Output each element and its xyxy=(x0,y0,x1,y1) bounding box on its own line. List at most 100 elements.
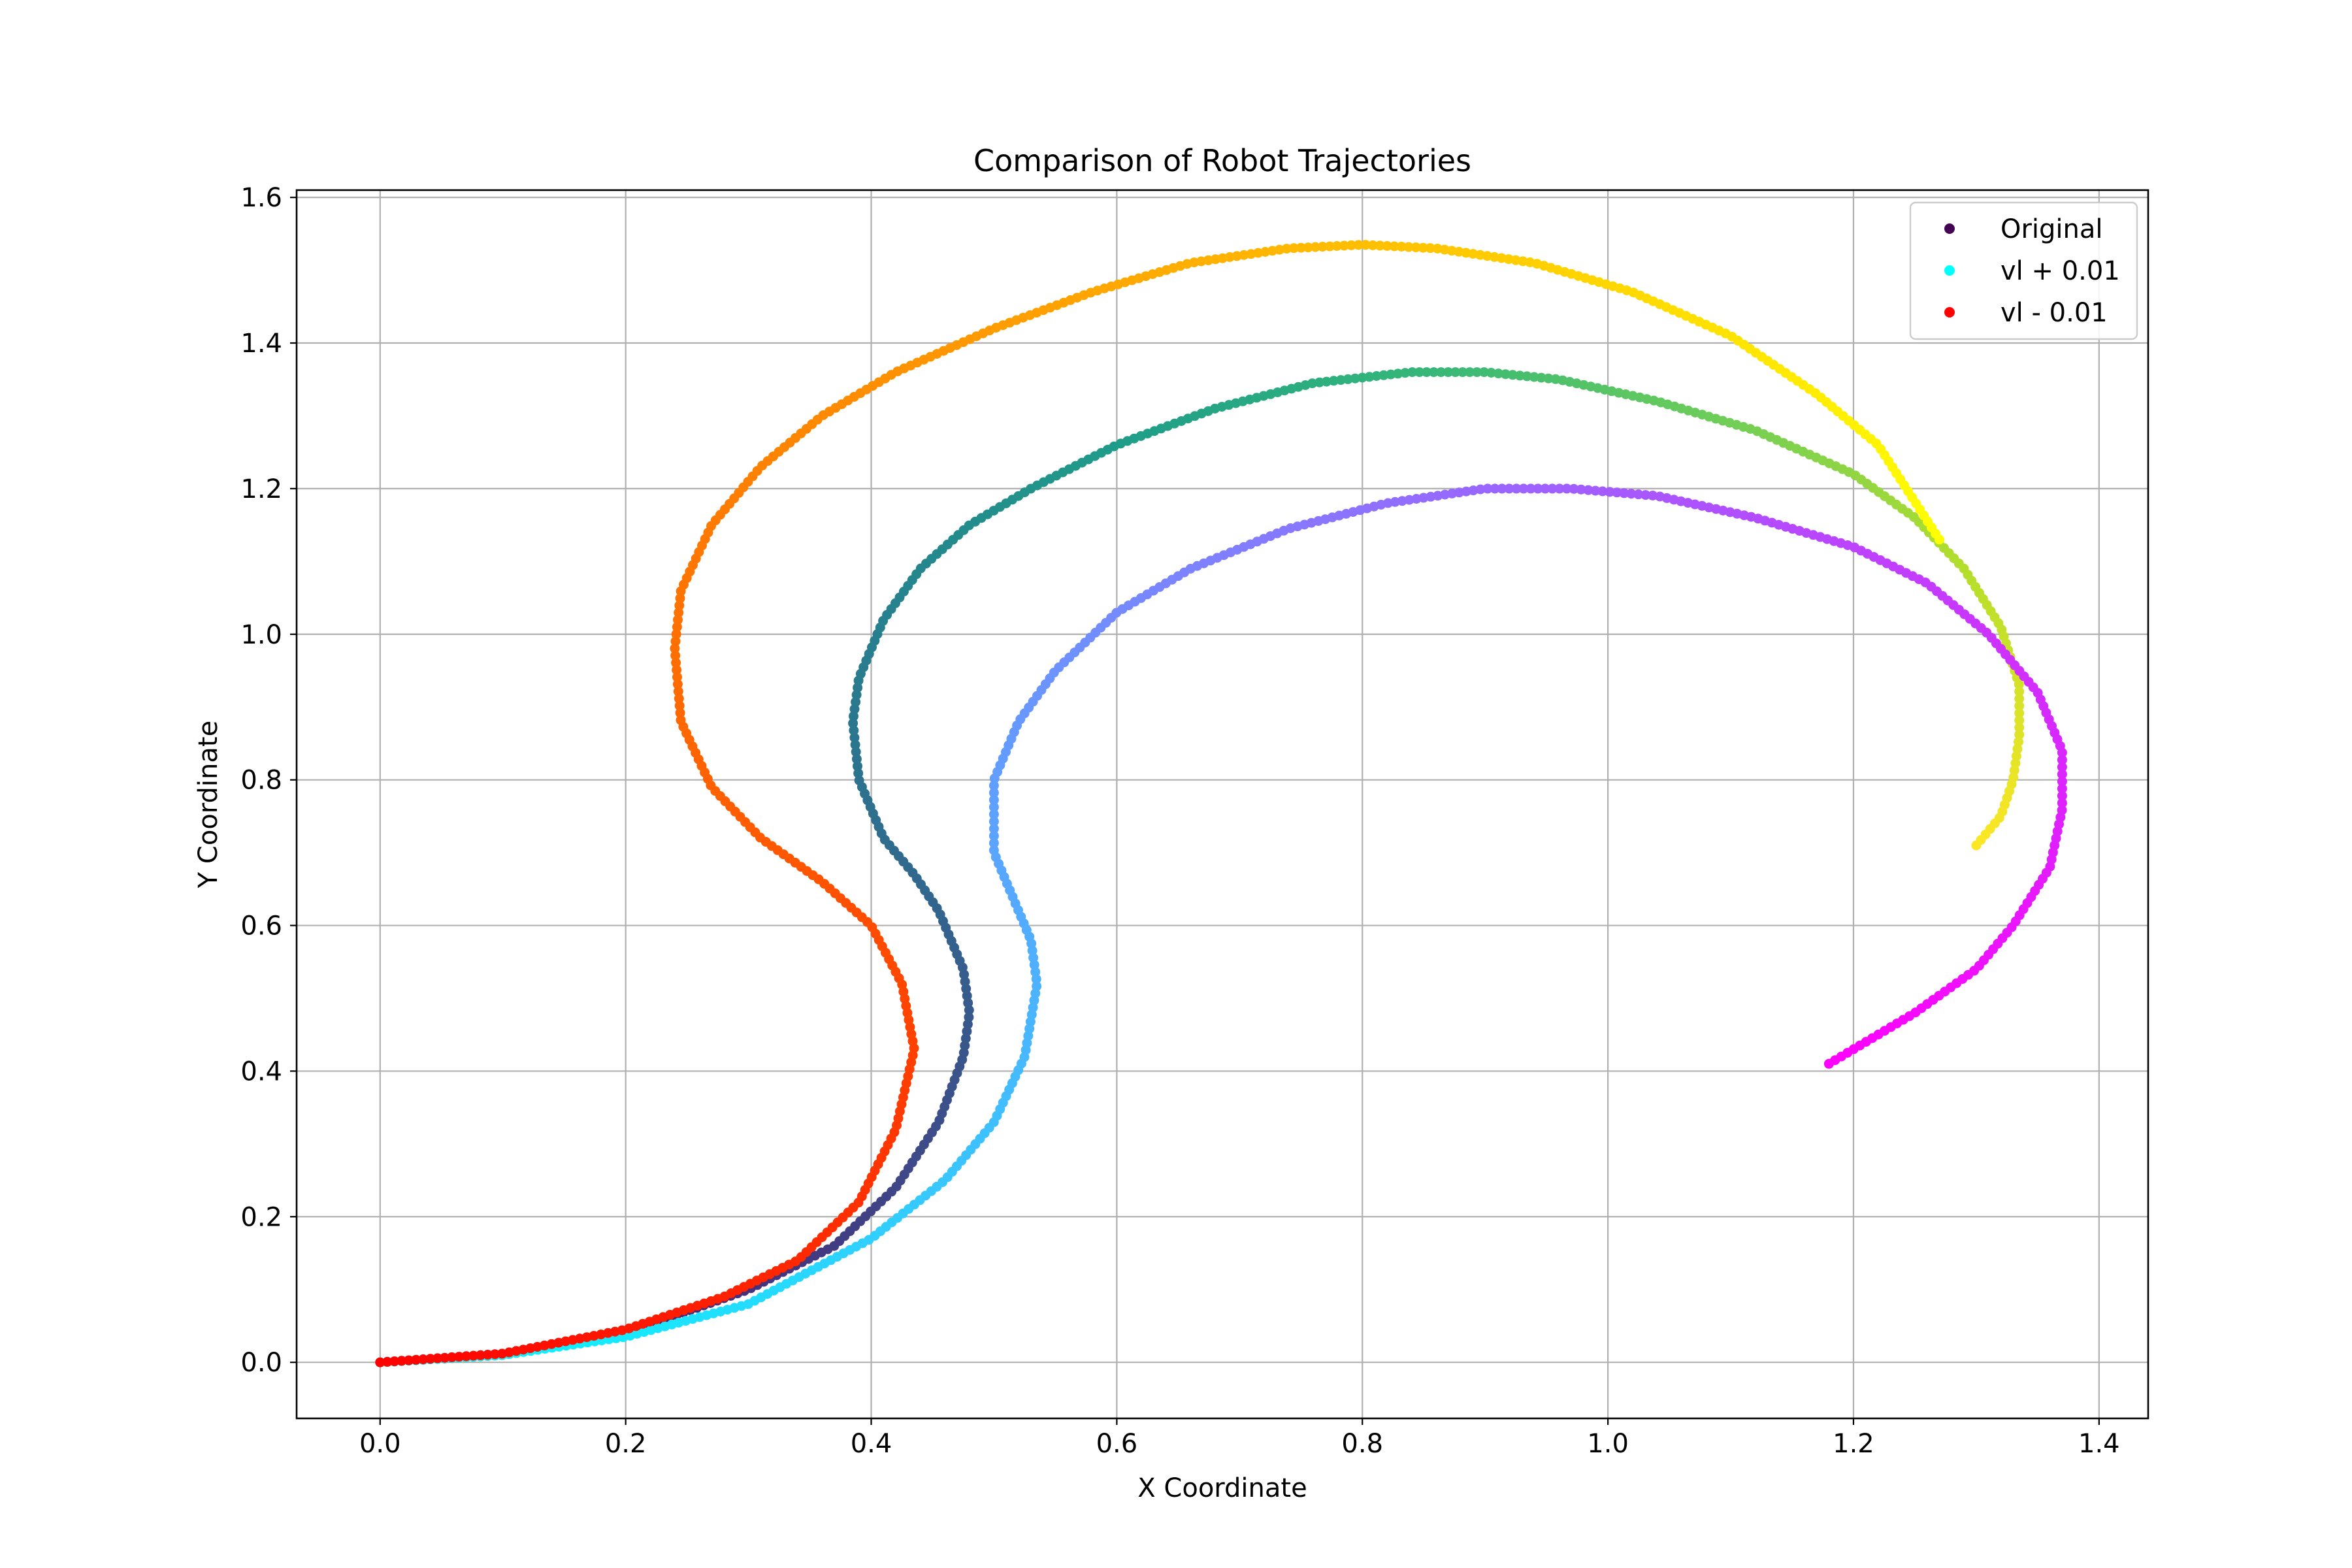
trajectory-point xyxy=(1500,369,1511,380)
trajectory-point xyxy=(964,1012,974,1022)
trajectory-point xyxy=(988,816,999,826)
trajectory-point xyxy=(1393,368,1403,379)
trajectory-point xyxy=(2014,708,2025,718)
trajectory-point xyxy=(988,794,999,805)
legend-box xyxy=(1909,201,2138,340)
trajectory-point xyxy=(1403,242,1414,252)
trajectory-point xyxy=(1547,483,1558,494)
trajectory-point xyxy=(1321,376,1331,387)
trajectory-point xyxy=(850,740,860,750)
trajectory-point xyxy=(1626,489,1637,499)
trajectory-point xyxy=(672,664,682,675)
trajectory-point xyxy=(1296,242,1306,253)
trajectory-point xyxy=(1490,483,1500,494)
legend-marker-original xyxy=(1944,223,1955,234)
trajectory-point xyxy=(674,700,685,711)
trajectory-point xyxy=(375,1357,385,1367)
trajectory-point xyxy=(1389,241,1399,252)
trajectory-point xyxy=(1386,369,1396,380)
trajectory-point xyxy=(1472,367,1482,378)
trajectory-point xyxy=(988,845,999,855)
trajectory-point xyxy=(468,1350,479,1361)
trajectory-point xyxy=(2057,798,2067,808)
trajectory-point xyxy=(1315,377,1324,387)
trajectory-point xyxy=(1533,483,1543,494)
trajectory-point xyxy=(1400,368,1411,378)
chart-title: Comparison of Robot Trajectories xyxy=(973,143,1471,178)
trajectory-point xyxy=(2057,769,2067,779)
trajectory-point xyxy=(674,600,685,611)
trajectory-point xyxy=(2057,747,2067,758)
legend-marker-vl-minus xyxy=(1944,307,1955,318)
trajectory-point xyxy=(1371,371,1382,381)
trajectory-point xyxy=(1307,378,1318,389)
trajectory-point xyxy=(1357,372,1367,383)
trajectory-point xyxy=(382,1356,393,1367)
y-tick-label: 1.0 xyxy=(240,620,282,650)
trajectory-point xyxy=(418,1354,429,1364)
trajectory-point xyxy=(849,732,860,743)
trajectory-point xyxy=(1540,483,1550,494)
trajectory-point xyxy=(1522,371,1532,382)
y-tick-label: 1.4 xyxy=(240,329,282,359)
trajectory-point xyxy=(2057,755,2067,765)
trajectory-point xyxy=(670,644,680,653)
trajectory-point xyxy=(1641,490,1651,500)
trajectory-point xyxy=(2014,730,2025,740)
trajectory-point xyxy=(1529,372,1539,382)
trajectory-point xyxy=(1494,368,1503,379)
trajectory-point xyxy=(851,754,862,764)
legend-label-original: Original xyxy=(2001,214,2103,244)
trajectory-point xyxy=(1497,483,1507,494)
trajectory-point xyxy=(1407,367,1418,378)
trajectory-point xyxy=(2014,694,2025,704)
trajectory-point xyxy=(988,830,999,841)
trajectory-point xyxy=(673,686,683,696)
x-tick-label: 0.4 xyxy=(851,1429,892,1459)
y-axis-ticks: 0.0 0.2 0.4 0.6 0.8 1.0 1.2 1.4 1.6 xyxy=(240,183,297,1378)
trajectory-point xyxy=(670,636,681,646)
trajectory-point xyxy=(851,747,861,757)
trajectory-point xyxy=(1350,373,1360,384)
trajectory-point xyxy=(1339,240,1349,251)
y-tick-label: 1.6 xyxy=(240,183,282,213)
trajectory-point xyxy=(1288,243,1299,253)
trajectory-point xyxy=(1379,370,1389,380)
trajectory-point xyxy=(1633,489,1644,500)
trajectory-point xyxy=(1375,240,1385,251)
trajectory-point xyxy=(1597,486,1608,497)
trajectory-point xyxy=(1514,370,1525,381)
legend: Original vl + 0.01 vl - 0.01 xyxy=(1909,201,2138,340)
trajectory-point xyxy=(674,608,684,618)
trajectory-point xyxy=(1612,487,1622,498)
trajectory-point xyxy=(1511,483,1522,494)
trajectory-point xyxy=(1486,368,1496,378)
trajectory-point xyxy=(854,776,864,785)
trajectory-point xyxy=(1353,240,1364,250)
trajectory-point xyxy=(1364,372,1375,382)
trajectory-point xyxy=(1619,488,1629,498)
trajectory-point xyxy=(672,679,683,689)
trajectory-point xyxy=(1281,244,1292,254)
trajectory-point xyxy=(1414,367,1425,378)
trajectory-point xyxy=(1504,483,1514,494)
trajectory-point xyxy=(1482,483,1493,494)
x-axis-label: X Coordinate xyxy=(1137,1473,1307,1503)
trajectory-point xyxy=(447,1352,457,1362)
trajectory-point xyxy=(848,718,858,728)
trajectory-point xyxy=(1335,375,1346,385)
trajectory-point xyxy=(1411,242,1421,253)
trajectory-point xyxy=(988,823,999,834)
trajectory-point xyxy=(454,1352,465,1362)
trajectory-point xyxy=(1507,370,1518,380)
trajectory-point xyxy=(1458,367,1468,378)
trajectory-point xyxy=(672,622,682,632)
legend-label-vl-plus: vl + 0.01 xyxy=(2001,256,2120,286)
trajectory-point xyxy=(988,838,999,848)
trajectory-point xyxy=(490,1349,500,1360)
trajectory-point xyxy=(1429,367,1439,378)
trajectory-point xyxy=(483,1350,493,1360)
trajectory-point xyxy=(853,761,862,772)
trajectory-point xyxy=(2014,679,2024,690)
